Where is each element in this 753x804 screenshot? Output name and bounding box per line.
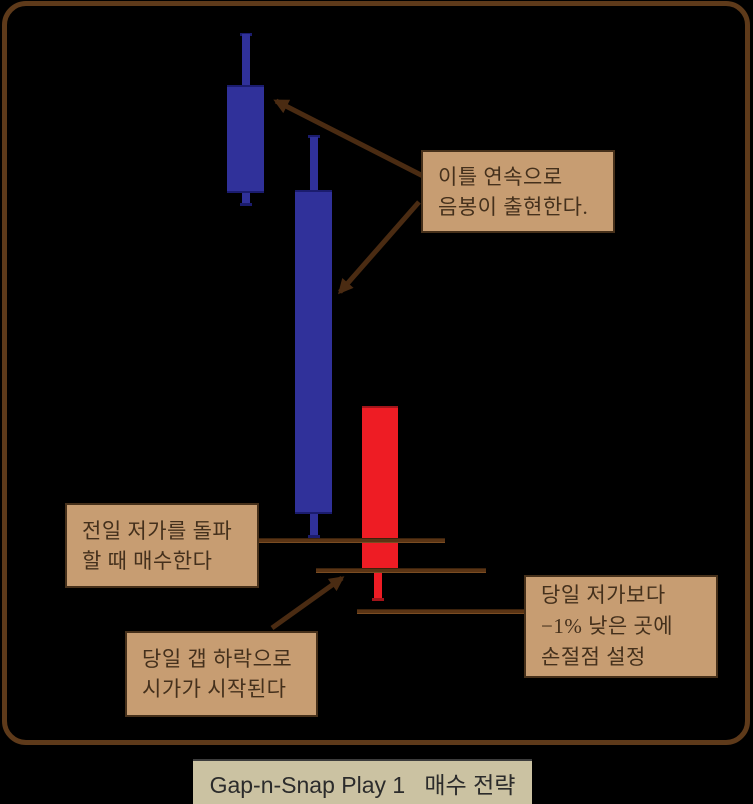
- note-two-bearish-line2: 음봉이 출현한다.: [438, 194, 589, 219]
- diagram-frame-border: [2, 1, 750, 745]
- level-line-previous-day-low: [258, 538, 445, 543]
- note-buy-breakout-line2: 할 때 매수한다: [82, 548, 213, 573]
- candle2-body: [295, 190, 332, 514]
- note-two-bearish-line1: 이틀 연속으로: [438, 164, 563, 189]
- candle1-lower-wick: [242, 193, 250, 205]
- candle1-low-tick: [240, 203, 252, 206]
- note-stop-loss-line1: 당일 저가보다: [541, 583, 666, 607]
- note-gap-down-line2: 시가가 시작된다: [142, 677, 287, 701]
- note-stop-loss-line2: −1% 낮은 곳에: [541, 614, 674, 638]
- candle1-upper-wick: [242, 34, 250, 86]
- note-gap-down-open: 당일 갭 하락으로 시가가 시작된다: [125, 631, 318, 717]
- candle3-lower-wick: [374, 571, 382, 600]
- candle2-low-tick: [308, 535, 320, 538]
- note-stop-loss: 당일 저가보다 −1% 낮은 곳에 손절점 설정: [524, 575, 718, 678]
- candle3-low-tick: [372, 598, 384, 601]
- title-text: Gap-n-Snap Play 1 매수 전략: [209, 771, 516, 798]
- note-gap-down-line1: 당일 갭 하락으로: [142, 647, 293, 671]
- candle2-lower-wick: [310, 514, 318, 538]
- candle3-body: [362, 406, 398, 571]
- candle2-upper-wick: [310, 137, 318, 190]
- note-buy-breakout: 전일 저가를 돌파 할 때 매수한다: [65, 503, 259, 588]
- level-line-stop-loss: [357, 609, 524, 614]
- title-bar: Gap-n-Snap Play 1 매수 전략: [193, 759, 532, 804]
- candle1-body: [227, 85, 264, 193]
- note-two-bearish-days: 이틀 연속으로 음봉이 출현한다.: [421, 150, 615, 233]
- level-line-gap-down-open: [316, 568, 486, 573]
- note-stop-loss-line3: 손절점 설정: [541, 645, 646, 669]
- note-buy-breakout-line1: 전일 저가를 돌파: [82, 518, 233, 543]
